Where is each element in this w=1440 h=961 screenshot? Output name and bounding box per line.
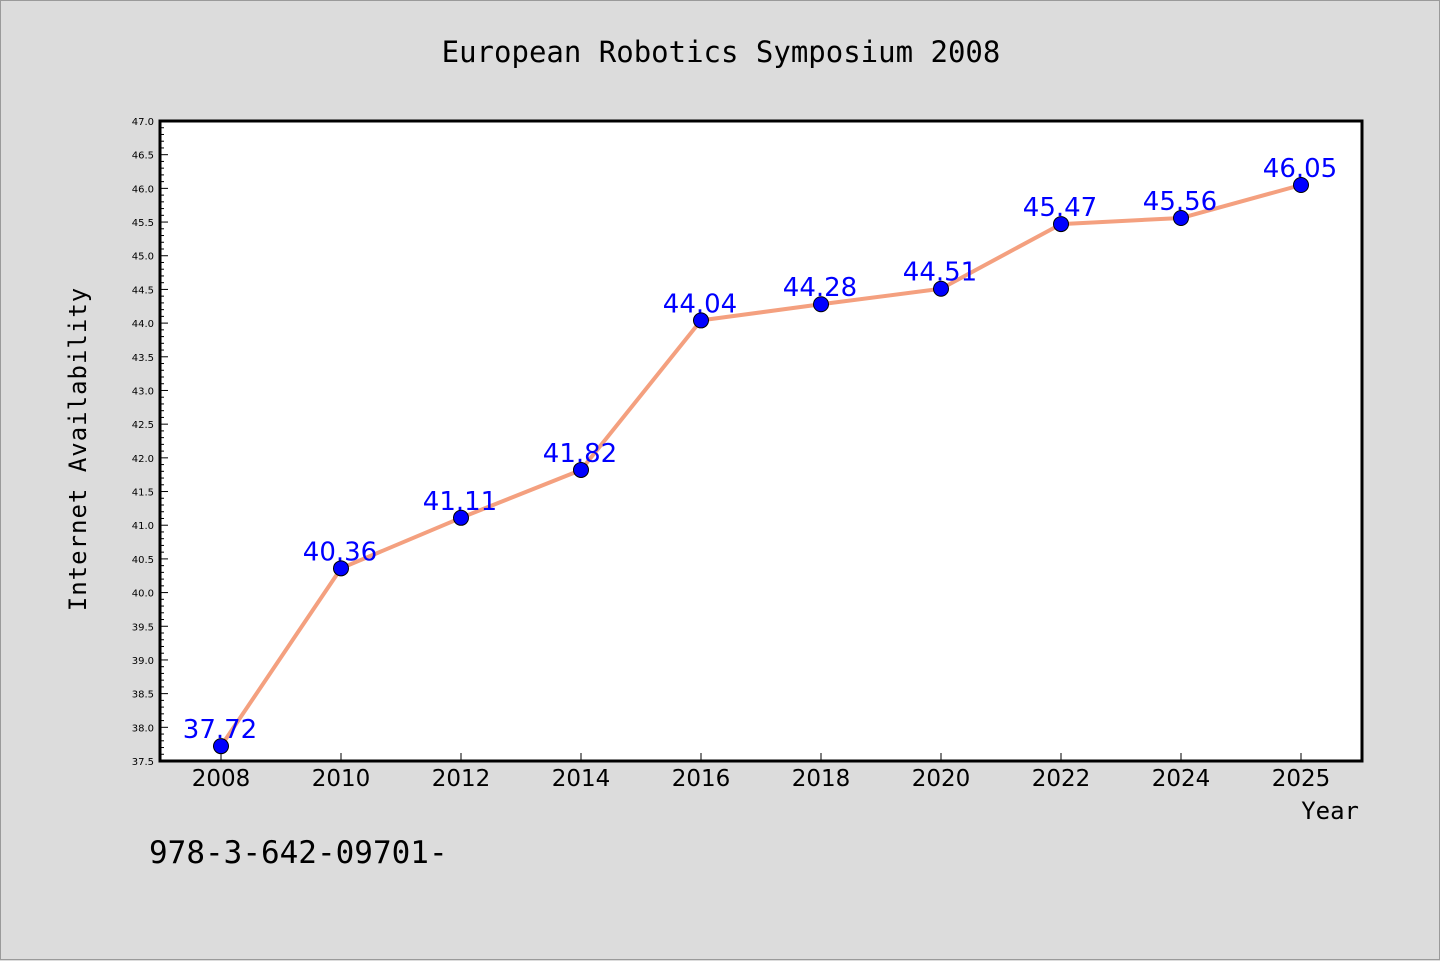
x-axis-ticks: 2008 2010 2012 2014 2016 2018 2020 2022 2024 2025	[192, 753, 1331, 792]
x-tick-label: 2010	[312, 766, 371, 792]
data-label: 44.51	[903, 258, 977, 288]
y-tick-label: 46.0	[132, 184, 154, 195]
series-group	[219, 183, 1302, 748]
y-tick-label: 38.5	[132, 690, 154, 701]
y-tick-label: 45.5	[132, 218, 154, 229]
y-tick-label: 39.0	[132, 656, 154, 667]
y-tick-label: 43.5	[132, 353, 154, 364]
data-label: 44.28	[783, 273, 857, 303]
y-tick-label: 43.0	[132, 386, 154, 397]
y-axis-ticks: 37.5 38.0 38.5 39.0 39.5 40.0 40.5 41.0 41.5 42.0…	[132, 117, 168, 768]
data-label: 41.82	[543, 439, 617, 469]
data-point-marker	[693, 312, 709, 329]
y-tick-label: 40.0	[132, 589, 154, 600]
x-tick-label: 2022	[1032, 766, 1091, 792]
data-point-marker	[213, 738, 229, 755]
data-point-marker	[1053, 216, 1069, 233]
y-tick-label: 38.0	[132, 723, 154, 734]
y-tick-label: 41.5	[132, 488, 154, 499]
y-tick-label: 40.5	[132, 555, 154, 566]
data-label: 40.36	[303, 537, 377, 567]
y-tick-label: 37.5	[132, 757, 154, 768]
y-tick-label: 42.5	[132, 420, 154, 431]
data-labels-group: 37.72 40.36 41.11 41.82 44.04 44.28 44.51 45.47…	[183, 154, 1337, 745]
data-label: 41.11	[423, 487, 497, 517]
data-point-marker	[1173, 210, 1189, 227]
x-tick-label: 2012	[432, 766, 491, 792]
y-tick-label: 47.0	[132, 117, 154, 128]
y-tick-label: 45.0	[132, 252, 154, 263]
x-tick-label: 2008	[192, 766, 251, 792]
x-tick-label: 2016	[672, 766, 731, 792]
plot-area	[158, 119, 1364, 763]
data-label: 45.56	[1143, 187, 1217, 217]
data-point-marker	[1293, 177, 1309, 193]
y-tick-label: 39.5	[132, 622, 154, 633]
markers-group	[213, 177, 1309, 755]
data-label: 37.72	[183, 715, 257, 745]
data-point-marker	[933, 280, 949, 297]
data-point-marker	[333, 560, 349, 577]
x-tick-label: 2024	[1152, 766, 1211, 792]
series-line	[219, 183, 1302, 748]
data-label: 46.05	[1263, 154, 1337, 184]
x-tick-label: 2014	[552, 766, 611, 792]
y-tick-label: 41.0	[132, 521, 154, 532]
data-label: 44.04	[663, 289, 737, 319]
data-point-marker	[573, 461, 589, 478]
data-label: 45.47	[1023, 193, 1097, 223]
y-tick-label: 44.5	[132, 285, 154, 296]
y-tick-label: 42.0	[132, 454, 154, 465]
x-tick-label: 2020	[912, 766, 971, 792]
x-tick-label: 2025	[1272, 766, 1331, 792]
chart-title: European Robotics Symposium 2008	[441, 35, 1001, 69]
data-point-marker	[453, 509, 469, 526]
x-axis-label: Year	[1301, 797, 1359, 825]
y-tick-label: 46.5	[132, 151, 154, 162]
x-tick-label: 2018	[792, 766, 851, 792]
y-tick-label: 44.0	[132, 319, 154, 330]
data-point-marker	[813, 296, 829, 313]
footer-code: 978-3-642-09701-	[149, 835, 448, 871]
